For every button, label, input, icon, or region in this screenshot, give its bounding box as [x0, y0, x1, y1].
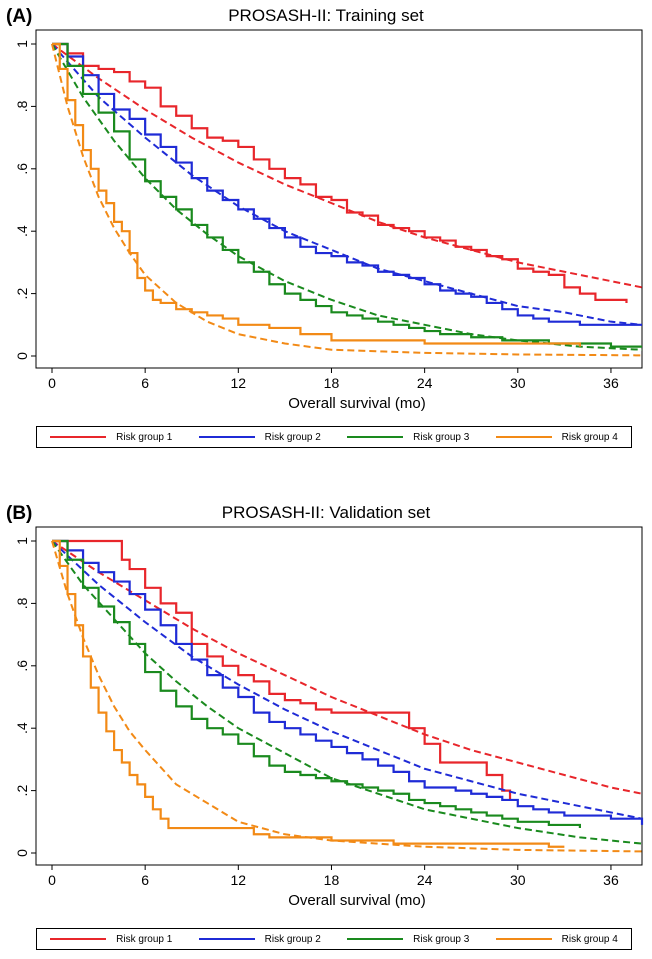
legend: Risk group 1 Risk group 2 Risk group 3 R… — [36, 426, 632, 448]
km-step-line-1 — [52, 42, 628, 303]
fitted-dashed-line-1 — [51, 540, 643, 795]
y-tick-label: .4 — [14, 722, 30, 734]
legend-label: Risk group 4 — [561, 431, 618, 443]
legend-item-risk-group-4: Risk group 4 — [495, 933, 618, 945]
chart-title: PROSASH-II: Training set — [228, 6, 424, 25]
x-tick-label: 12 — [231, 872, 247, 888]
panel-training: (A) PROSASH-II: Training set 0.2.4.6.8 1 0… — [0, 0, 652, 470]
fitted-dashed-line-3 — [51, 540, 643, 845]
legend-label: Risk group 4 — [561, 933, 618, 945]
y-tick-label: .6 — [14, 163, 30, 175]
legend-item-risk-group-3: Risk group 3 — [347, 934, 469, 945]
survival-chart-training: 0 .2 .4 .6 .8 1 0 6 12 18 24 30 36 Overall survival (… — [14, 29, 643, 412]
legend-swatch — [50, 938, 107, 940]
legend-item-risk-group-1: Risk group 1 — [50, 934, 172, 945]
y-tick-label: 1 — [14, 40, 30, 48]
fitted-dashed-line-2 — [51, 540, 643, 820]
panel-validation: (B) PROSASH-II: Validation set 0 .2 .4 .6 .8… — [0, 497, 652, 959]
x-tick-label: 12 — [231, 375, 247, 391]
x-tick-label: 18 — [324, 375, 340, 391]
x-tick-label: 36 — [603, 375, 619, 391]
km-step-line-4 — [52, 42, 581, 347]
km-step-line-3 — [52, 42, 642, 348]
legend-item-risk-group-2: Risk group 2 — [198, 431, 321, 443]
x-tick-label: 6 — [141, 375, 149, 391]
legend-item-risk-group-4: Risk group 4 — [495, 431, 618, 443]
legend-item-risk-group-3: Risk group 3 — [347, 432, 469, 443]
y-tick-label: .8 — [14, 597, 30, 609]
x-tick-label: 30 — [510, 375, 526, 391]
legend-item-risk-group-2: Risk group 2 — [198, 933, 321, 945]
y-tick-label: 0 — [14, 352, 30, 360]
panel-label: (A) — [6, 6, 33, 27]
legend-label: Risk group 2 — [264, 431, 321, 443]
km-step-line-2 — [52, 42, 642, 326]
legend-swatch — [50, 436, 107, 438]
legend-swatch — [198, 938, 255, 940]
survival-chart-validation: 0 .2 .4 .6 .8 1 0 6 12 18 24 30 36 Overall survival (… — [14, 526, 644, 909]
panel-label: (B) — [6, 503, 33, 524]
km-step-line-3 — [52, 539, 581, 829]
legend-label: Risk group 2 — [264, 933, 321, 945]
legend-item-risk-group-1: Risk group 1 — [50, 432, 172, 443]
fitted-dashed-line-1 — [51, 43, 643, 289]
y-tick-label: .6 — [14, 660, 30, 672]
plot-area — [35, 29, 643, 369]
fitted-dashed-line-2 — [51, 43, 643, 326]
y-tick-label: 0 — [14, 849, 30, 857]
km-step-line-2 — [52, 539, 644, 825]
x-tick-label: 24 — [417, 872, 433, 888]
x-tick-label: 0 — [48, 375, 56, 391]
y-tick-label: .4 — [14, 225, 30, 237]
legend-swatch — [347, 436, 404, 438]
x-tick-label: 30 — [510, 872, 526, 888]
legend: Risk group 1 Risk group 2 Risk group 3 R… — [36, 928, 632, 950]
legend-label: Risk group 3 — [413, 431, 470, 443]
fitted-dashed-line-4 — [51, 43, 643, 357]
km-step-line-1 — [52, 539, 512, 800]
x-tick-label: 24 — [417, 375, 433, 391]
y-tick-label: .8 — [14, 100, 30, 112]
x-tick-label: 36 — [603, 872, 619, 888]
legend-label: Risk group 3 — [413, 933, 470, 945]
y-tick-label: .2 — [14, 785, 30, 797]
legend-label: Risk group 1 — [116, 431, 173, 443]
legend-label: Risk group 1 — [116, 933, 173, 945]
y-tick-label: .2 — [14, 288, 30, 300]
x-tick-label: 6 — [141, 872, 149, 888]
legend-swatch — [495, 938, 552, 940]
plot-area — [35, 526, 643, 866]
chart-title: PROSASH-II: Validation set — [221, 503, 431, 522]
fitted-dashed-line-4 — [51, 540, 643, 853]
x-tick-label: 0 — [48, 872, 56, 888]
legend-swatch — [347, 938, 404, 940]
x-axis-label: Overall survival (mo) — [288, 395, 426, 412]
legend-swatch — [495, 436, 552, 438]
y-tick-label: 1 — [14, 537, 30, 545]
x-axis-label: Overall survival (mo) — [288, 892, 426, 909]
legend-swatch — [198, 436, 255, 438]
x-tick-label: 18 — [324, 872, 340, 888]
fitted-dashed-line-3 — [51, 43, 643, 351]
